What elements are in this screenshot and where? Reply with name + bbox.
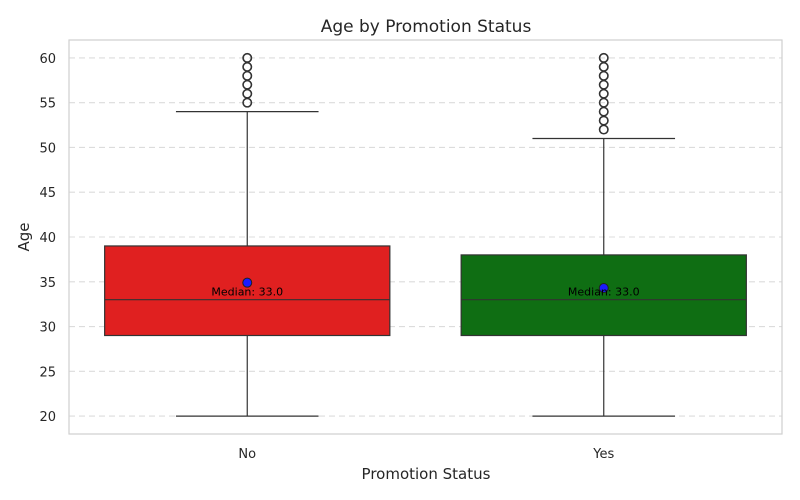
outlier-point [242, 79, 253, 90]
outlier-point [598, 70, 609, 81]
y-tick-label: 60 [39, 52, 56, 67]
y-tick-label: 45 [39, 186, 56, 201]
plot-area-frame [68, 39, 783, 435]
median-annotation: Median: 33.0 [211, 286, 283, 299]
outlier-point [242, 70, 253, 81]
chart-title: Age by Promotion Status [321, 17, 532, 37]
box-group-yes: Median: 33.0 [460, 52, 747, 417]
box-series: Median: 33.0 Median: 33.0 [104, 52, 747, 417]
box-iqr [104, 245, 391, 337]
box-group-no: Median: 33.0 [104, 52, 391, 417]
x-axis-ticks: No Yes [238, 447, 614, 462]
outlier-point [598, 79, 609, 90]
y-tick-label: 50 [39, 141, 56, 156]
y-tick-label: 35 [39, 276, 56, 291]
outlier-point [598, 61, 609, 72]
x-tick-label: No [238, 447, 256, 462]
outlier-point [242, 52, 253, 63]
y-tick-label: 20 [39, 410, 56, 425]
y-axis-label: Age [15, 222, 33, 251]
y-tick-label: 55 [39, 97, 56, 112]
outlier-point [598, 106, 609, 117]
x-axis-label: Promotion Status [362, 465, 491, 483]
box-iqr [460, 254, 747, 337]
y-axis-ticks: 20 25 30 35 40 45 50 55 60 [39, 52, 56, 425]
median-annotation: Median: 33.0 [568, 286, 640, 299]
outlier-point [242, 88, 253, 99]
outlier-point [598, 124, 609, 135]
outlier-point [598, 88, 609, 99]
outlier-point [242, 61, 253, 72]
outlier-point [598, 52, 609, 63]
outlier-point [598, 115, 609, 126]
mean-marker [598, 283, 609, 294]
y-tick-label: 30 [39, 321, 56, 336]
y-tick-label: 40 [39, 231, 56, 246]
y-tick-label: 25 [39, 365, 56, 380]
x-tick-label: Yes [592, 447, 614, 462]
mean-marker [242, 277, 253, 288]
